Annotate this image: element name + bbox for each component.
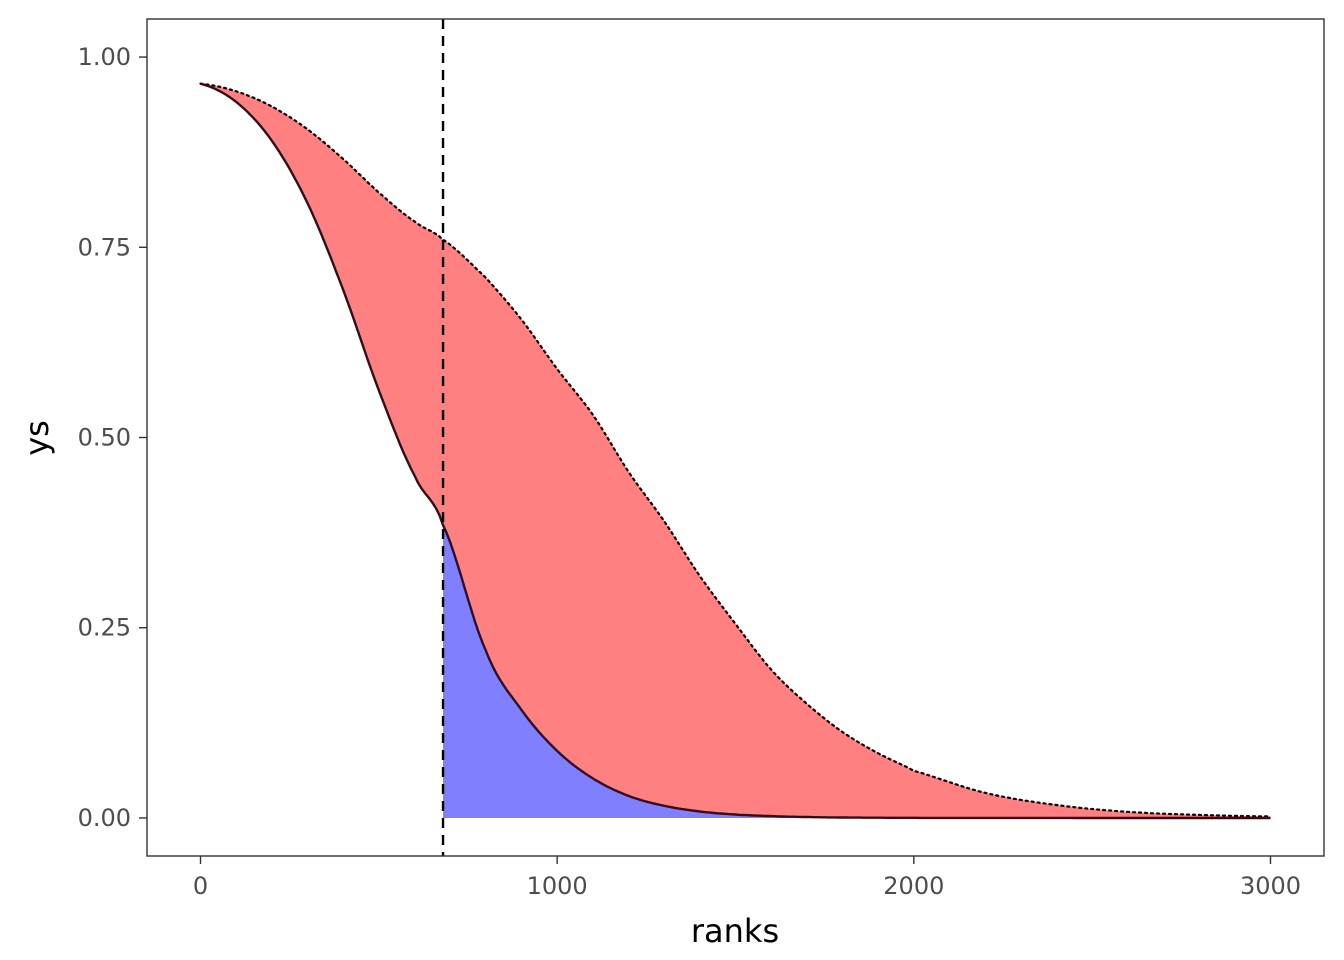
chart-fills: [200, 83, 1271, 818]
y-axis-title: ys: [18, 420, 56, 456]
y-axis: 0.00 0.25 0.50 0.75 1.00: [78, 43, 147, 832]
y-tick-label: 0.75: [78, 233, 131, 261]
upper-dotted-curve: [199, 82, 1272, 818]
x-tick-label: 1000: [527, 872, 588, 900]
x-axis: 0 1000 2000 3000: [193, 856, 1301, 900]
lower-solid-curve: [200, 82, 1271, 820]
x-tick-label: 3000: [1240, 872, 1301, 900]
y-tick-label: 1.00: [78, 43, 131, 71]
y-tick-label: 0.25: [78, 614, 131, 642]
y-tick-label: 0.00: [78, 804, 131, 832]
y-tick-label: 0.50: [78, 424, 131, 452]
fill-between-curves: [200, 83, 1271, 818]
x-tick-label: 0: [193, 872, 208, 900]
chart-curves: [199, 82, 1272, 820]
x-tick-label: 2000: [883, 872, 944, 900]
fill-below-lower-after-cutoff: [443, 525, 1271, 818]
x-axis-title: ranks: [691, 912, 779, 950]
